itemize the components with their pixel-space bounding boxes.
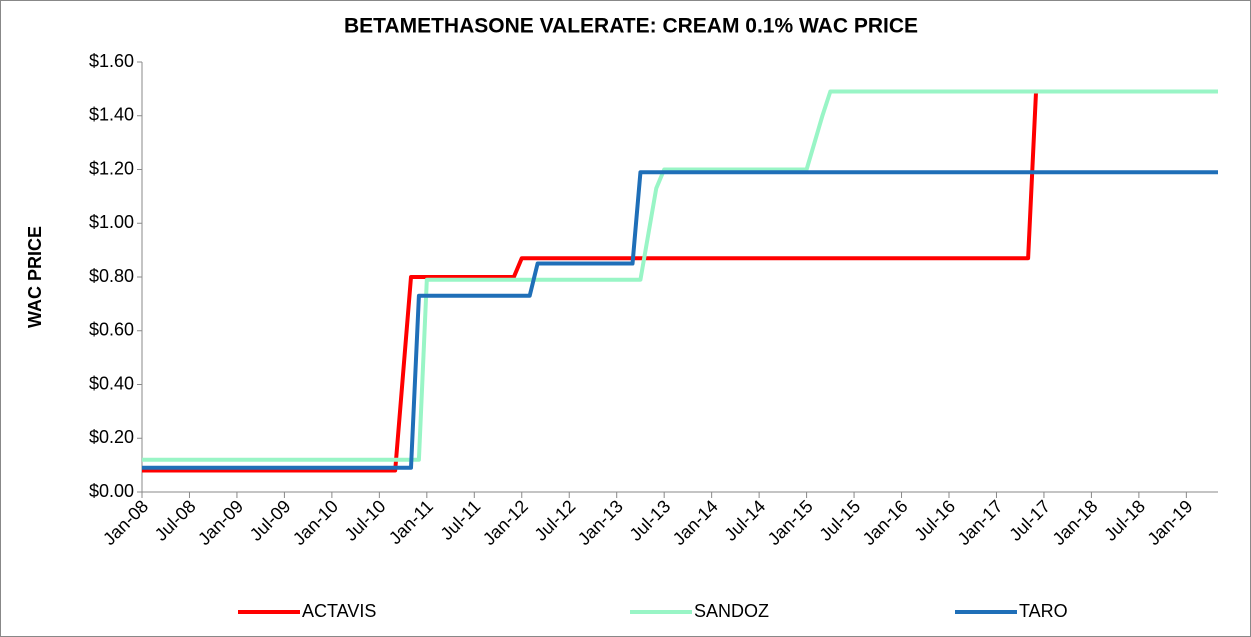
y-tick-label: $1.40 [89,105,134,125]
y-tick-label: $0.00 [89,481,134,501]
series-line [142,170,1218,470]
y-tick-label: $1.00 [89,212,134,232]
y-tick-label: $1.60 [89,51,134,71]
legend-label: TARO [1019,601,1068,621]
y-tick-label: $1.20 [89,158,134,178]
y-tick-label: $0.60 [89,320,134,340]
legend-label: SANDOZ [694,601,769,621]
chart-title: BETAMETHASONE VALERATE: CREAM 0.1% WAC P… [344,15,918,38]
y-tick-label: $0.20 [89,427,134,447]
legend-label: ACTAVIS [302,601,376,621]
y-tick-label: $0.80 [89,266,134,286]
y-axis-title: WAC PRICE [25,226,45,328]
series-line [142,89,1218,462]
y-tick-label: $0.40 [89,373,134,393]
